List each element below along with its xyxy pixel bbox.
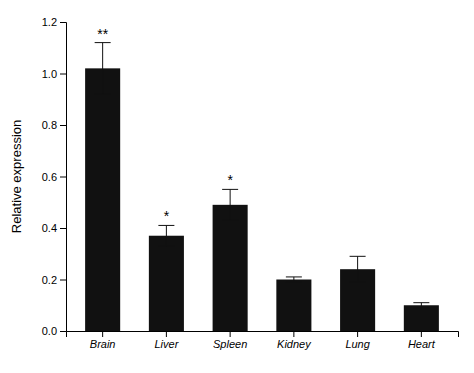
- tick-mark: [60, 22, 66, 23]
- tick-label: Liver: [154, 338, 179, 350]
- marks: [85, 43, 439, 331]
- tick: 0.2: [42, 274, 66, 286]
- tick: Kidney: [277, 331, 312, 350]
- tick-label: 0.0: [42, 325, 57, 337]
- error-bar: [350, 256, 366, 282]
- tick-label: Lung: [345, 338, 370, 350]
- axis-line: [60, 23, 67, 332]
- bar: [276, 280, 311, 332]
- tick: 1.0: [42, 68, 66, 80]
- tick-mark: [421, 331, 422, 337]
- tick-mark: [60, 74, 66, 75]
- tick-mark: [230, 331, 231, 337]
- annotation: *: [227, 172, 233, 188]
- annotation: **: [97, 26, 108, 42]
- tick-label: 0.8: [42, 119, 57, 131]
- bar: [85, 68, 120, 331]
- tick-label: 0.2: [42, 274, 57, 286]
- tick-label: 1.2: [42, 16, 57, 28]
- tick-label: 0.6: [42, 171, 57, 183]
- tick-mark: [60, 280, 66, 281]
- tick-mark: [166, 331, 167, 337]
- tick: Lung: [345, 331, 370, 350]
- error-bar: [158, 225, 174, 246]
- tick-mark: [293, 331, 294, 337]
- tick: 0.4: [42, 222, 66, 234]
- bar: [404, 305, 439, 331]
- tick-mark: [60, 125, 66, 126]
- x-axis: Brain Liver Spleen Kidney Lung Heart: [67, 331, 459, 350]
- tick-label: Heart: [408, 338, 436, 350]
- tick-mark: [60, 177, 66, 178]
- tick: Spleen: [213, 331, 247, 350]
- tick-label: Brain: [90, 338, 116, 350]
- y-axis: 0.0 0.2 0.4 0.6 0.8 1.0 1.2: [42, 16, 67, 337]
- error-bar: [286, 277, 302, 282]
- tick: Liver: [154, 331, 179, 350]
- tick-label: 1.0: [42, 68, 57, 80]
- tick-label: 0.4: [42, 222, 57, 234]
- tick: Heart: [408, 331, 436, 350]
- tick: 0.0: [42, 325, 66, 337]
- bar: [213, 205, 248, 331]
- plot: ****0.00.20.40.60.81.01.2BrainLiverSplee…: [42, 16, 459, 350]
- tick: 0.6: [42, 171, 66, 183]
- tick-mark: [357, 331, 358, 337]
- annotation: *: [164, 208, 170, 224]
- tick: 1.2: [42, 16, 66, 28]
- y-axis-title: Relative expression: [9, 120, 24, 233]
- annotations: ****: [97, 26, 233, 225]
- tick: Brain: [90, 331, 116, 350]
- tick-mark: [60, 228, 66, 229]
- chart: ****0.00.20.40.60.81.01.2BrainLiverSplee…: [0, 0, 474, 373]
- bar: [149, 236, 184, 331]
- tick-label: Spleen: [213, 338, 247, 350]
- error-bar: [95, 43, 111, 95]
- tick-label: Kidney: [277, 338, 312, 350]
- axis-line: [67, 332, 459, 338]
- tick: 0.8: [42, 119, 66, 131]
- tick-mark: [60, 331, 66, 332]
- error-bar: [413, 303, 429, 308]
- error-bar: [222, 189, 238, 220]
- tick-mark: [102, 331, 103, 337]
